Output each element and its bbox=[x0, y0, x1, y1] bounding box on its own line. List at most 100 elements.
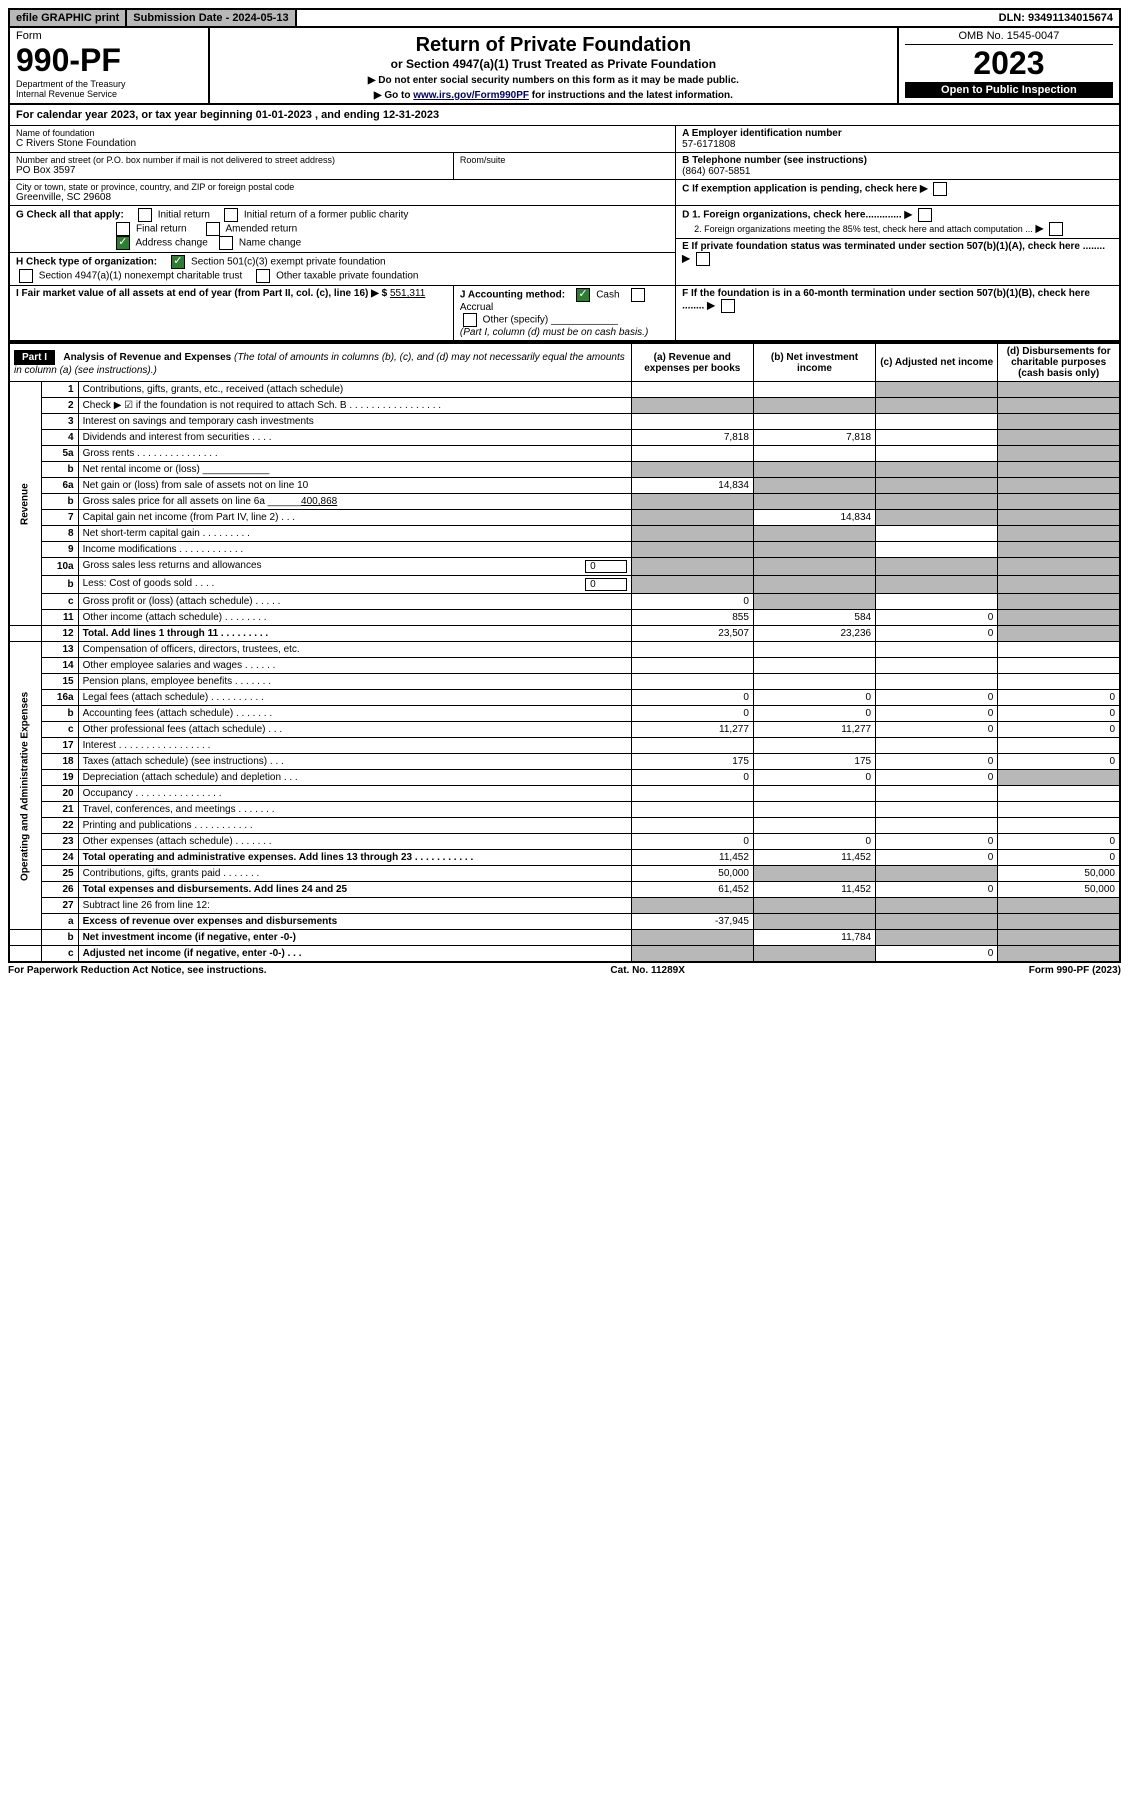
info-block: Name of foundation C Rivers Stone Founda… bbox=[8, 125, 1121, 342]
h-other-checkbox[interactable] bbox=[256, 269, 270, 283]
dept-label: Department of the Treasury bbox=[16, 79, 202, 89]
cell: 0 bbox=[585, 560, 627, 573]
table-row: 26Total expenses and disbursements. Add … bbox=[9, 882, 1120, 898]
table-row: Revenue 1Contributions, gifts, grants, e… bbox=[9, 382, 1120, 398]
col-a-header: (a) Revenue and expenses per books bbox=[631, 343, 753, 382]
cell: 0 bbox=[753, 690, 875, 706]
line-desc: Gross rents . . . . . . . . . . . . . . … bbox=[78, 446, 631, 462]
table-row: 15Pension plans, employee benefits . . .… bbox=[9, 674, 1120, 690]
c-checkbox[interactable] bbox=[933, 182, 947, 196]
arrow-icon: ▶ bbox=[904, 210, 912, 221]
efile-label[interactable]: efile GRAPHIC print bbox=[10, 10, 127, 26]
g-addr-checkbox[interactable] bbox=[116, 236, 130, 250]
ein-label: A Employer identification number bbox=[682, 128, 1113, 139]
instr-1: ▶ Do not enter social security numbers o… bbox=[216, 75, 891, 86]
city-value: Greenville, SC 29608 bbox=[16, 192, 669, 203]
ein-value: 57-6171808 bbox=[682, 139, 1113, 150]
cell: 0 bbox=[631, 690, 753, 706]
line-desc: Less: Cost of goods sold . . . . bbox=[83, 578, 215, 589]
table-row: 23Other expenses (attach schedule) . . .… bbox=[9, 834, 1120, 850]
cell: 0 bbox=[876, 850, 998, 866]
cell: 0 bbox=[631, 594, 753, 610]
arrow-icon: ▶ bbox=[707, 301, 715, 312]
j-other-label: Other (specify) bbox=[483, 315, 549, 326]
instr-2-pre: ▶ Go to bbox=[374, 90, 413, 101]
cell: 61,452 bbox=[631, 882, 753, 898]
cell: 7,818 bbox=[753, 430, 875, 446]
name-label: Name of foundation bbox=[16, 128, 669, 138]
line-desc: Adjusted net income (if negative, enter … bbox=[78, 946, 631, 963]
e-checkbox[interactable] bbox=[696, 252, 710, 266]
j-note: (Part I, column (d) must be on cash basi… bbox=[460, 327, 648, 338]
line-desc: Total expenses and disbursements. Add li… bbox=[78, 882, 631, 898]
d2-checkbox[interactable] bbox=[1049, 222, 1063, 236]
table-row: cGross profit or (loss) (attach schedule… bbox=[9, 594, 1120, 610]
cell: 0 bbox=[998, 706, 1120, 722]
g-initial-label: Initial return bbox=[158, 210, 210, 221]
table-row: 19Depreciation (attach schedule) and dep… bbox=[9, 770, 1120, 786]
j-accrual-checkbox[interactable] bbox=[631, 288, 645, 302]
f-label: F If the foundation is in a 60-month ter… bbox=[682, 288, 1090, 312]
cell: 0 bbox=[876, 610, 998, 626]
cell: 0 bbox=[876, 834, 998, 850]
cell: 0 bbox=[876, 690, 998, 706]
arrow-icon: ▶ bbox=[1036, 224, 1044, 235]
city-label: City or town, state or province, country… bbox=[16, 182, 669, 192]
table-row: 21Travel, conferences, and meetings . . … bbox=[9, 802, 1120, 818]
cell: 0 bbox=[876, 754, 998, 770]
h-4947-checkbox[interactable] bbox=[19, 269, 33, 283]
top-bar: efile GRAPHIC print Submission Date - 20… bbox=[8, 8, 1121, 28]
line-desc: Gross sales price for all assets on line… bbox=[83, 496, 265, 507]
g-initial-checkbox[interactable] bbox=[138, 208, 152, 222]
calendar-year-row: For calendar year 2023, or tax year begi… bbox=[8, 105, 1121, 125]
j-cash-checkbox[interactable] bbox=[576, 288, 590, 302]
g-name-checkbox[interactable] bbox=[219, 236, 233, 250]
table-row: 3Interest on savings and temporary cash … bbox=[9, 414, 1120, 430]
cell: 0 bbox=[753, 834, 875, 850]
line-desc: Occupancy . . . . . . . . . . . . . . . … bbox=[78, 786, 631, 802]
g-initial-pc-checkbox[interactable] bbox=[224, 208, 238, 222]
j-label: J Accounting method: bbox=[460, 290, 565, 301]
line-desc: Income modifications . . . . . . . . . .… bbox=[78, 542, 631, 558]
f-checkbox[interactable] bbox=[721, 299, 735, 313]
line-desc: Net gain or (loss) from sale of assets n… bbox=[78, 478, 631, 494]
part-1-table: Part I Analysis of Revenue and Expenses … bbox=[8, 342, 1121, 963]
addr-label: Number and street (or P.O. box number if… bbox=[16, 155, 447, 165]
table-row: 27Subtract line 26 from line 12: bbox=[9, 898, 1120, 914]
cell: -37,945 bbox=[631, 914, 753, 930]
cell: 23,236 bbox=[753, 626, 875, 642]
line-desc: Travel, conferences, and meetings . . . … bbox=[78, 802, 631, 818]
cell: 0 bbox=[631, 706, 753, 722]
table-row: 17Interest . . . . . . . . . . . . . . .… bbox=[9, 738, 1120, 754]
instr-link[interactable]: www.irs.gov/Form990PF bbox=[413, 90, 529, 101]
table-row: 4Dividends and interest from securities … bbox=[9, 430, 1120, 446]
cell: 11,452 bbox=[753, 882, 875, 898]
line-desc: Accounting fees (attach schedule) . . . … bbox=[78, 706, 631, 722]
room-label: Room/suite bbox=[460, 155, 669, 165]
d1-checkbox[interactable] bbox=[918, 208, 932, 222]
table-row: 24Total operating and administrative exp… bbox=[9, 850, 1120, 866]
form-subtitle: or Section 4947(a)(1) Trust Treated as P… bbox=[216, 57, 891, 71]
table-row: aExcess of revenue over expenses and dis… bbox=[9, 914, 1120, 930]
line-desc: Net rental income or (loss) bbox=[83, 464, 200, 475]
phone-label: B Telephone number (see instructions) bbox=[682, 155, 1113, 166]
table-row: bNet rental income or (loss) ___________… bbox=[9, 462, 1120, 478]
instr-2: ▶ Go to www.irs.gov/Form990PF for instru… bbox=[216, 90, 891, 101]
line-desc: Other employee salaries and wages . . . … bbox=[78, 658, 631, 674]
j-other-checkbox[interactable] bbox=[463, 313, 477, 327]
calyear-end: 12-31-2023 bbox=[383, 109, 439, 121]
g-final-checkbox[interactable] bbox=[116, 222, 130, 236]
c-label: C If exemption application is pending, c… bbox=[682, 184, 917, 195]
j-cash-label: Cash bbox=[596, 290, 619, 301]
col-b-header: (b) Net investment income bbox=[753, 343, 875, 382]
table-row: 10aGross sales less returns and allowanc… bbox=[9, 558, 1120, 576]
h-501c3-checkbox[interactable] bbox=[171, 255, 185, 269]
cell: 0 bbox=[876, 946, 998, 963]
g-amended-checkbox[interactable] bbox=[206, 222, 220, 236]
table-row: 9Income modifications . . . . . . . . . … bbox=[9, 542, 1120, 558]
cell: 0 bbox=[753, 770, 875, 786]
page-footer: For Paperwork Reduction Act Notice, see … bbox=[8, 965, 1121, 976]
col-d-header: (d) Disbursements for charitable purpose… bbox=[998, 343, 1120, 382]
line-desc: Capital gain net income (from Part IV, l… bbox=[78, 510, 631, 526]
line-desc: Legal fees (attach schedule) . . . . . .… bbox=[78, 690, 631, 706]
